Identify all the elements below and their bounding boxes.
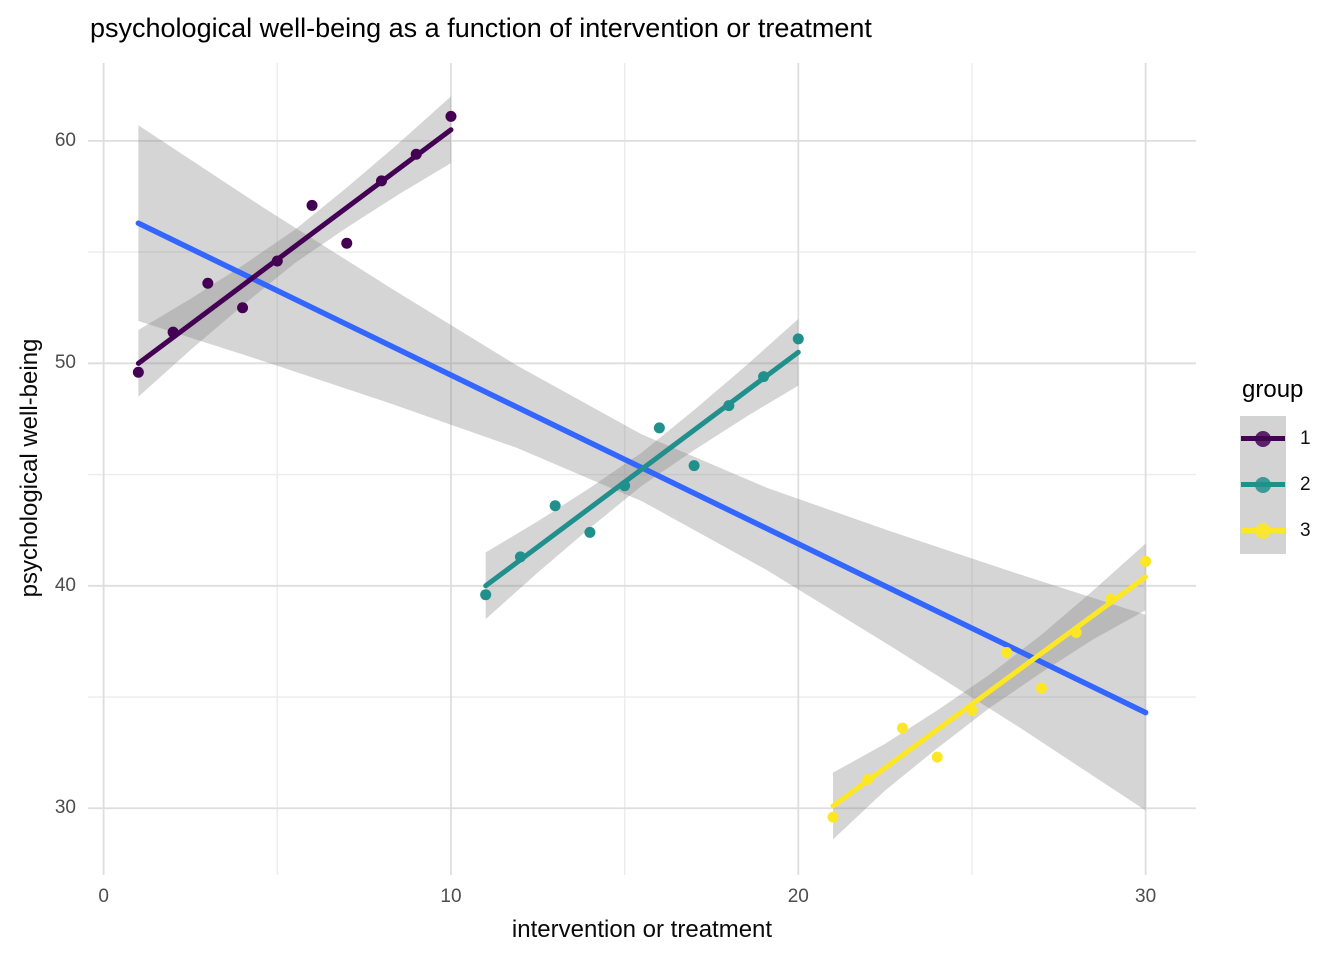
data-point-group-2 — [792, 333, 804, 345]
data-point-group-2 — [549, 500, 561, 512]
y-axis-tick-label: 40 — [54, 574, 76, 596]
data-point-group-1 — [306, 199, 318, 211]
x-axis-tick-label: 30 — [1135, 886, 1157, 907]
data-point-group-3 — [1140, 555, 1152, 567]
data-point-group-2 — [653, 422, 665, 434]
legend-title: group — [1242, 376, 1304, 403]
data-point-group-1 — [271, 255, 283, 267]
data-point-group-1 — [237, 302, 249, 314]
legend-key-dot — [1255, 431, 1271, 447]
legend-item-2: 2 — [1240, 462, 1344, 508]
data-points — [132, 110, 1152, 823]
legend-item-3: 3 — [1240, 508, 1344, 554]
data-point-group-3 — [1001, 647, 1013, 659]
regression-line-group-3 — [830, 574, 1149, 809]
grid-minor — [88, 63, 1196, 875]
legend-label: 1 — [1300, 428, 1311, 449]
legend: group 1 2 3 — [1240, 376, 1344, 554]
regression-line-group-2 — [483, 349, 801, 589]
regression-line-group-1 — [135, 127, 454, 366]
regression-lines — [135, 127, 1149, 809]
data-point-group-1 — [132, 366, 144, 378]
x-axis-tick-label: 10 — [440, 886, 462, 907]
data-point-group-3 — [897, 722, 909, 734]
legend-item-1: 1 — [1240, 416, 1344, 462]
legend-label: 2 — [1300, 474, 1311, 495]
y-axis-tick-label: 60 — [54, 129, 76, 151]
data-point-group-2 — [584, 526, 596, 538]
data-point-group-2 — [758, 371, 770, 383]
y-axis-tick-label: 50 — [54, 352, 76, 374]
data-point-group-2 — [723, 400, 735, 412]
chart-title: psychological well-being as a function o… — [90, 13, 872, 43]
legend-key-swatch — [1240, 508, 1286, 554]
legend-keys: 1 2 3 — [1240, 416, 1344, 554]
data-point-group-1 — [410, 148, 422, 160]
y-axis-tick-label: 30 — [54, 797, 76, 819]
data-point-group-1 — [167, 326, 179, 338]
y-axis-title: psychological well-being — [16, 338, 43, 598]
data-point-group-3 — [931, 751, 943, 763]
data-point-group-3 — [1070, 627, 1082, 639]
data-point-group-1 — [341, 237, 353, 249]
data-point-group-2 — [480, 589, 492, 601]
data-point-group-3 — [862, 773, 874, 785]
data-point-group-3 — [966, 704, 978, 716]
data-point-group-1 — [375, 175, 387, 187]
legend-key-dot — [1255, 477, 1271, 493]
grid-major — [88, 63, 1196, 875]
data-point-group-3 — [827, 811, 839, 823]
x-axis-tick-label: 20 — [787, 886, 809, 907]
x-axis-tick-label: 0 — [98, 886, 109, 907]
legend-key-dot — [1255, 523, 1271, 539]
data-point-group-2 — [514, 551, 526, 563]
data-point-group-1 — [202, 277, 214, 289]
data-point-group-2 — [619, 480, 631, 492]
data-point-group-2 — [688, 460, 700, 472]
legend-label: 3 — [1300, 520, 1311, 541]
legend-key-swatch — [1240, 462, 1286, 508]
data-point-group-3 — [1105, 593, 1117, 605]
data-point-group-3 — [1035, 682, 1047, 694]
legend-key-swatch — [1240, 416, 1286, 462]
x-axis-title: intervention or treatment — [511, 916, 773, 943]
data-point-group-1 — [445, 110, 457, 122]
